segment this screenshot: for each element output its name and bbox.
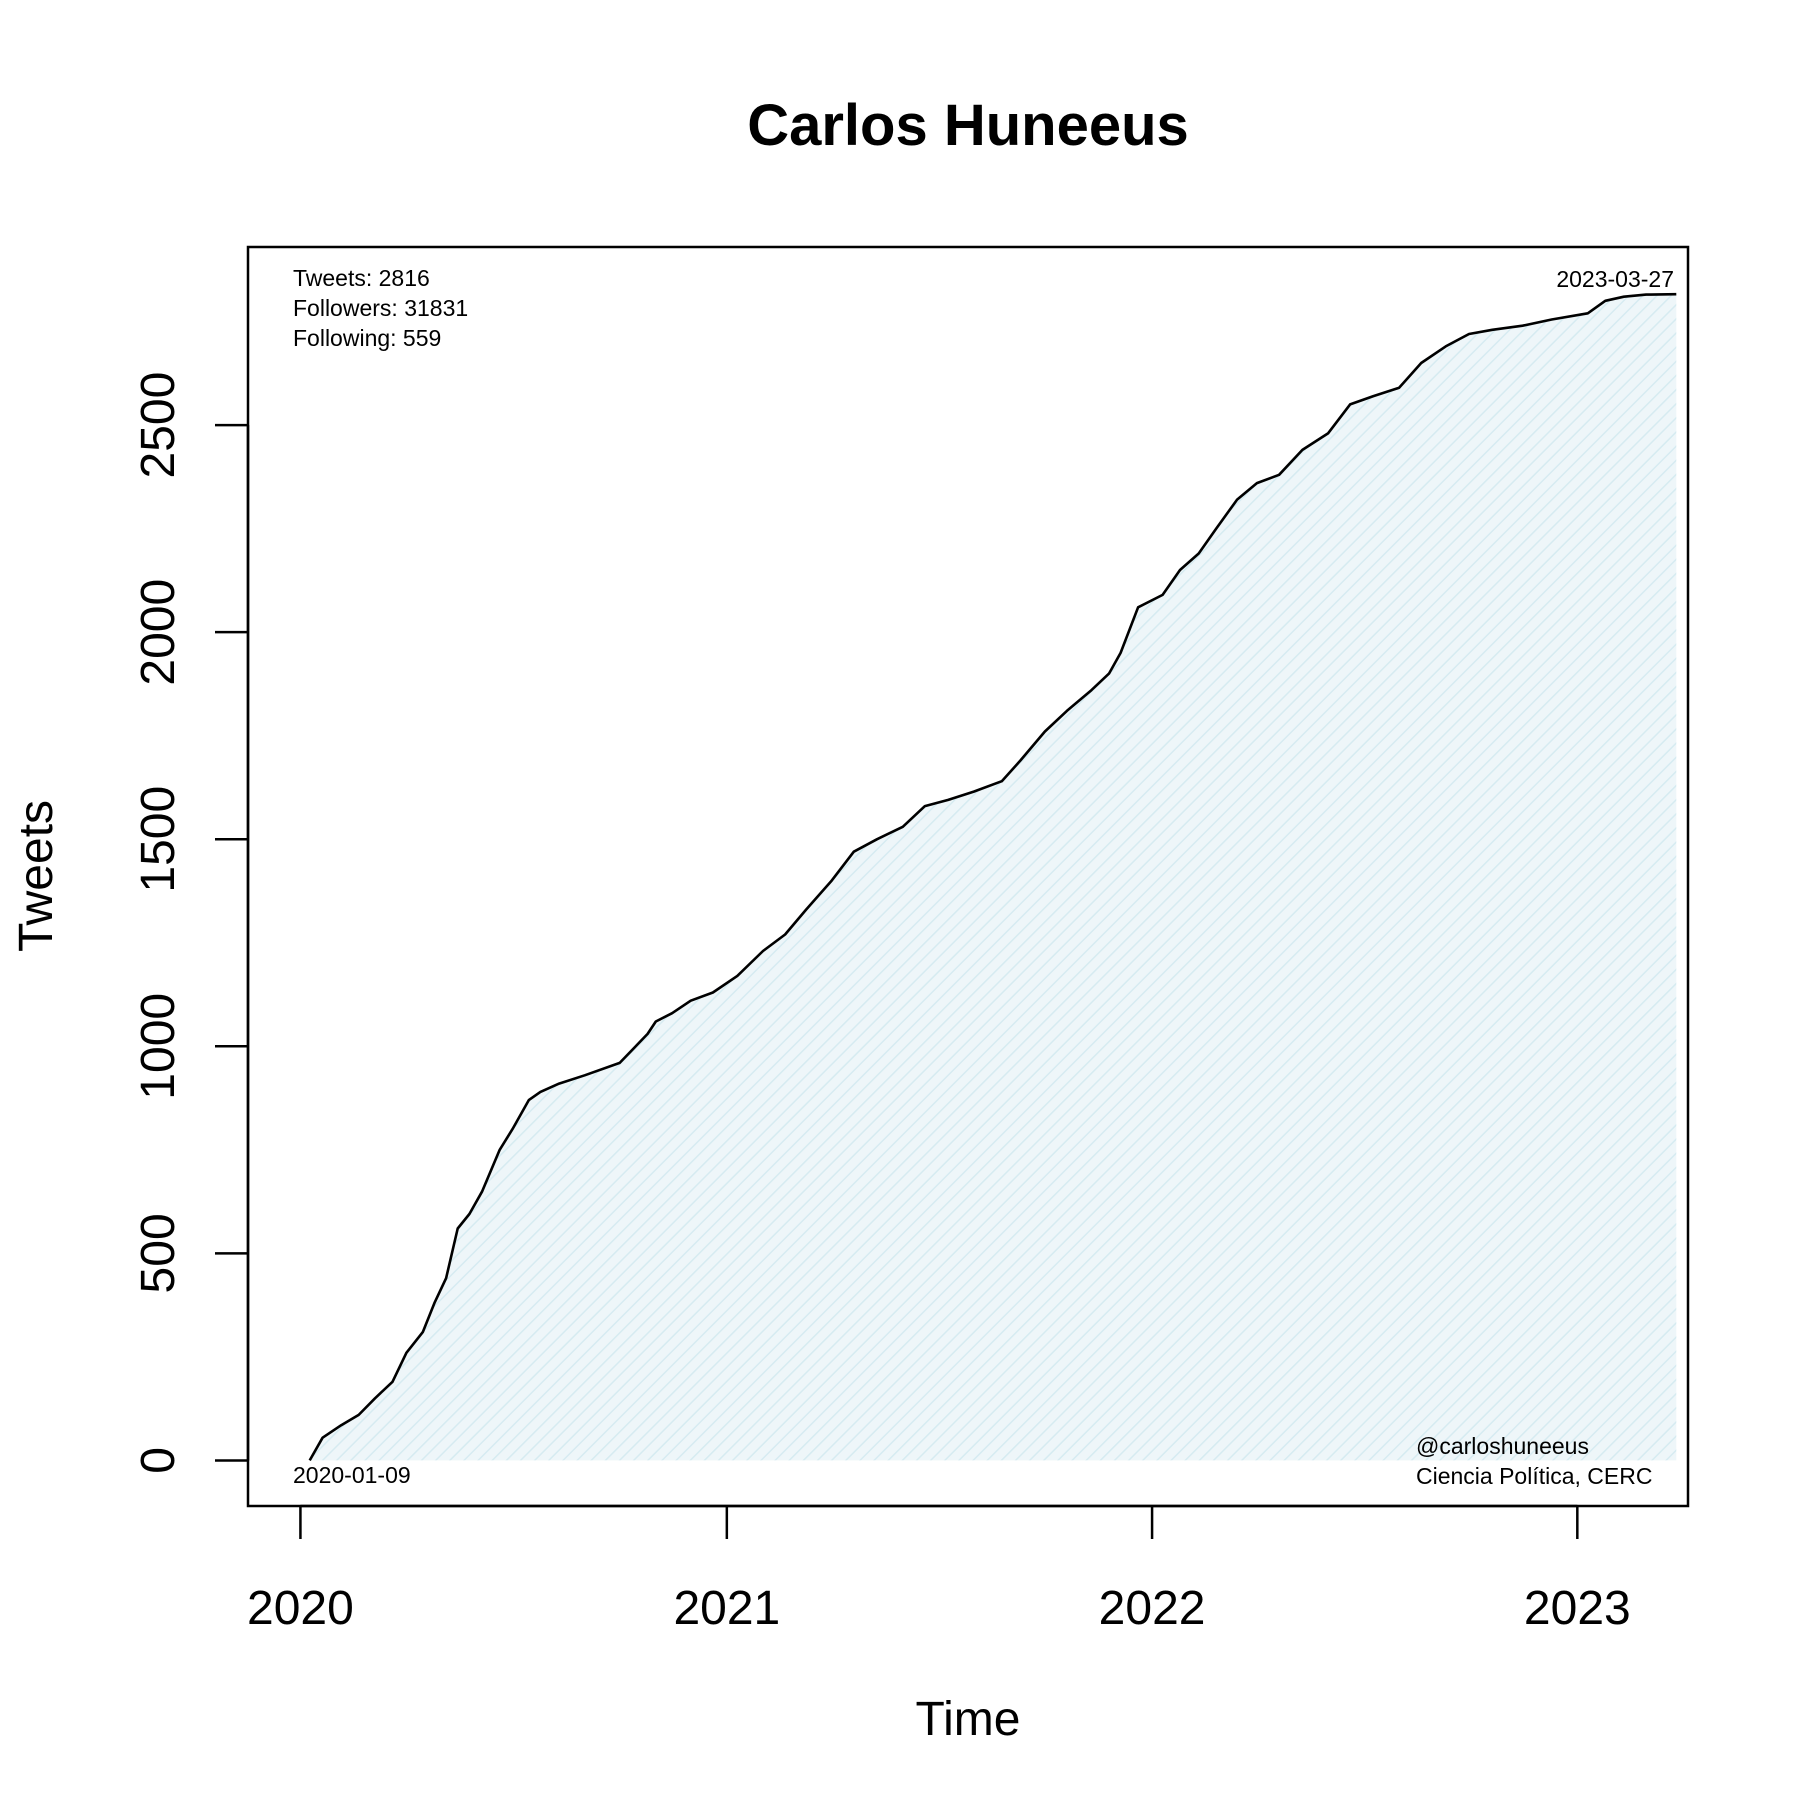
chart-title: Carlos Huneeus	[747, 93, 1189, 158]
handle-label: @carloshuneeus	[1416, 1433, 1589, 1459]
affiliation-label: Ciencia Política, CERC	[1416, 1463, 1652, 1489]
followers-count-label: Followers: 31831	[293, 295, 468, 321]
y-tick-label: 1500	[132, 786, 185, 893]
line-layer	[308, 292, 1677, 1462]
x-axis: 2020 2021 2022 2023	[247, 1504, 1631, 1635]
y-axis-title: Tweets	[10, 800, 63, 952]
x-axis-title: Time	[916, 1693, 1021, 1746]
following-count-label: Following: 559	[293, 325, 441, 351]
y-tick-label: 2500	[132, 372, 185, 479]
tweets-count-label: Tweets: 2816	[293, 265, 430, 291]
cumulative-area	[309, 294, 1677, 1461]
x-tick-label: 2022	[1099, 1582, 1206, 1635]
y-tick-label: 1000	[132, 993, 185, 1100]
x-tick-label: 2020	[247, 1582, 354, 1635]
area-layer	[309, 294, 1677, 1461]
y-tick-label: 0	[132, 1447, 185, 1474]
x-tick-label: 2023	[1524, 1582, 1631, 1635]
end-date-label: 2023-03-27	[1556, 266, 1674, 292]
y-axis: 0 500 1000 1500 2000 2500	[132, 372, 250, 1474]
x-tick-label: 2021	[673, 1582, 780, 1635]
start-date-label: 2020-01-09	[293, 1462, 411, 1488]
y-tick-label: 2000	[132, 579, 185, 686]
cumulative-tweets-line	[308, 292, 1677, 1462]
y-tick-label: 500	[132, 1213, 185, 1293]
